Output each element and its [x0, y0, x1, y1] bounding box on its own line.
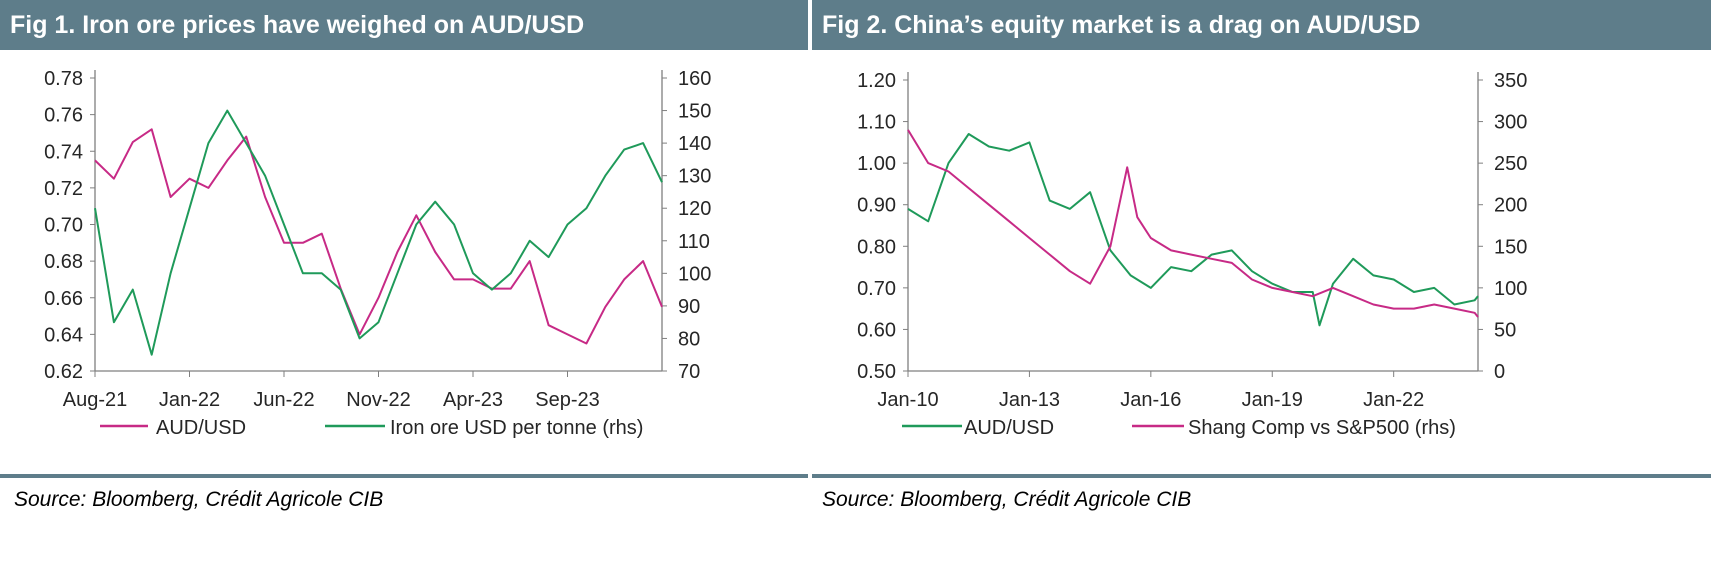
y-right-tick-label: 130 — [678, 166, 711, 188]
y-right-tick-label: 160 — [678, 68, 711, 90]
y-right-tick-label: 100 — [678, 263, 711, 285]
y-right-tick-label: 150 — [678, 101, 711, 123]
y-left-tick-label: 0.62 — [44, 361, 83, 383]
y-left-tick-label: 1.10 — [857, 112, 896, 134]
fig1-chart: 0.62 0.64 0.66 0.68 0.70 0.72 0.74 0.76 0.78 70 80… — [44, 68, 711, 439]
x-tick-label: Jan-13 — [999, 389, 1060, 411]
legend-label: AUD/USD — [156, 417, 246, 439]
fig1-title: Fig 1. Iron ore prices have weighed on A… — [0, 0, 808, 50]
y-left-tick-label: 0.76 — [44, 105, 83, 127]
y-right-tick-label: 50 — [1494, 319, 1516, 341]
y-right-tick-label: 100 — [1494, 278, 1527, 300]
y-left-tick-label: 0.78 — [44, 68, 83, 90]
y-left-tick-label: 0.72 — [44, 178, 83, 200]
x-tick-label: Jan-10 — [877, 389, 938, 411]
y-left-tick-label: 1.20 — [857, 70, 896, 92]
y-left-tick-label: 0.80 — [857, 236, 896, 258]
x-tick-label: Jun-22 — [253, 389, 314, 411]
series-line-1 — [94, 128, 663, 345]
series-line-1 — [907, 133, 1479, 327]
series-line-2 — [907, 129, 1479, 318]
y-left-tick-label: 0.60 — [857, 319, 896, 341]
y-left-tick-label: 0.74 — [44, 141, 83, 163]
legend-label: AUD/USD — [964, 417, 1054, 439]
y-right-tick-label: 80 — [678, 328, 700, 350]
y-right-tick-label: 140 — [678, 133, 711, 155]
series-line-2 — [94, 109, 663, 356]
y-right-tick-label: 0 — [1494, 361, 1505, 383]
legend-label: Shang Comp vs S&P500 (rhs) — [1188, 417, 1456, 439]
y-left-tick-label: 1.00 — [857, 153, 896, 175]
x-tick-label: Jan-22 — [159, 389, 220, 411]
y-right-tick-label: 200 — [1494, 195, 1527, 217]
x-tick-label: Sep-23 — [535, 389, 600, 411]
fig2-panel: Fig 2. China’s equity market is a drag o… — [812, 0, 1711, 568]
y-right-tick-label: 110 — [678, 231, 710, 253]
y-right-tick-label: 300 — [1494, 112, 1527, 134]
y-right-tick-label: 350 — [1494, 70, 1527, 92]
x-tick-label: Aug-21 — [63, 389, 128, 411]
fig1-panel: Fig 1. Iron ore prices have weighed on A… — [0, 0, 808, 568]
x-tick-label: Nov-22 — [346, 389, 410, 411]
x-tick-label: Jan-19 — [1242, 389, 1303, 411]
y-right-tick-label: 120 — [678, 198, 711, 220]
y-right-tick-label: 90 — [678, 296, 700, 318]
y-right-tick-label: 70 — [678, 361, 700, 383]
fig2-title: Fig 2. China’s equity market is a drag o… — [812, 0, 1711, 50]
fig2-chart: 0.50 0.60 0.70 0.80 0.90 1.00 1.10 1.20 0 50 100 15… — [857, 70, 1527, 439]
y-left-tick-label: 0.64 — [44, 324, 83, 346]
fig1-divider — [0, 474, 808, 478]
fig1-source: Source: Bloomberg, Crédit Agricole CIB — [14, 488, 384, 511]
y-left-tick-label: 0.50 — [857, 361, 896, 383]
y-right-tick-label: 150 — [1494, 236, 1527, 258]
y-left-tick-label: 0.68 — [44, 251, 83, 273]
y-left-tick-label: 0.66 — [44, 288, 83, 310]
y-left-tick-label: 0.70 — [44, 215, 83, 237]
y-left-tick-label: 0.90 — [857, 195, 896, 217]
x-tick-label: Jan-22 — [1363, 389, 1424, 411]
legend-label: Iron ore USD per tonne (rhs) — [390, 417, 643, 439]
y-left-tick-label: 0.70 — [857, 278, 896, 300]
y-right-tick-label: 250 — [1494, 153, 1527, 175]
x-tick-label: Apr-23 — [443, 389, 503, 411]
x-tick-label: Jan-16 — [1120, 389, 1181, 411]
fig2-divider — [812, 474, 1711, 478]
fig2-source: Source: Bloomberg, Crédit Agricole CIB — [822, 488, 1192, 511]
